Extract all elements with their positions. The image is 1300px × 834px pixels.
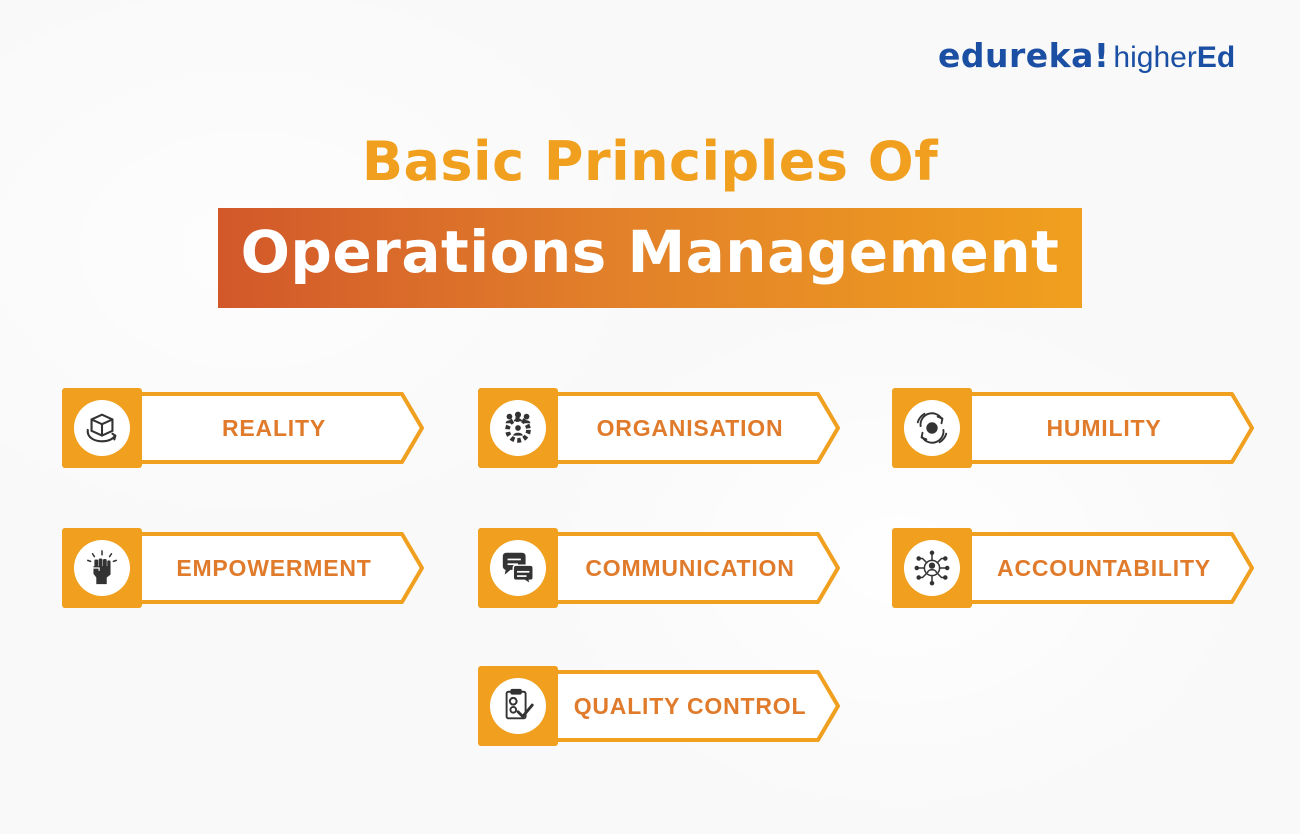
cycle-arrows-icon <box>904 400 960 456</box>
principle-card-organisation: ORGANISATION <box>478 386 842 470</box>
brand-logo: edureka! higherEd <box>938 36 1235 80</box>
icon-tile <box>478 528 558 608</box>
title-line-1: Basic Principles Of <box>361 130 939 193</box>
principle-card-reality: REALITY <box>62 386 426 470</box>
title-line-2: Operations Management <box>240 218 1060 286</box>
principle-label: HUMILITY <box>1046 414 1162 441</box>
checklist-gear-icon <box>490 678 546 734</box>
box-rotate-icon <box>74 400 130 456</box>
principle-card-empowerment: EMPOWERMENT <box>62 526 426 610</box>
principle-label: REALITY <box>222 414 326 441</box>
principle-label: ACCOUNTABILITY <box>997 554 1211 581</box>
chat-bubbles-icon <box>490 540 546 596</box>
icon-tile <box>62 388 142 468</box>
brand-name: edureka! <box>938 36 1110 75</box>
card-outline <box>932 392 1254 464</box>
card-outline <box>518 670 840 742</box>
card-outline <box>102 532 424 604</box>
icon-tile <box>478 666 558 746</box>
brand-suffix-light: higher <box>1113 41 1197 74</box>
principle-label: ORGANISATION <box>596 414 784 441</box>
icon-tile <box>892 528 972 608</box>
principle-card-humility: HUMILITY <box>892 386 1256 470</box>
title-banner <box>218 208 1082 308</box>
card-outline <box>518 532 840 604</box>
person-network-icon <box>904 540 960 596</box>
principle-card-accountability: ACCOUNTABILITY <box>892 526 1256 610</box>
raised-fist-icon <box>74 540 130 596</box>
card-outline <box>102 392 424 464</box>
icon-tile <box>62 528 142 608</box>
team-gear-icon <box>490 400 546 456</box>
principle-label: QUALITY CONTROL <box>573 692 807 719</box>
card-outline <box>518 392 840 464</box>
principle-label: EMPOWERMENT <box>176 554 372 581</box>
card-outline <box>932 532 1254 604</box>
principle-card-quality-control: QUALITY CONTROL <box>478 664 842 748</box>
brand-suffix-bold: Ed <box>1196 41 1236 74</box>
principle-card-communication: COMMUNICATION <box>478 526 842 610</box>
principle-label: COMMUNICATION <box>585 554 795 581</box>
brand-suffix: higherEd <box>1113 41 1235 75</box>
icon-tile <box>478 388 558 468</box>
icon-tile <box>892 388 972 468</box>
